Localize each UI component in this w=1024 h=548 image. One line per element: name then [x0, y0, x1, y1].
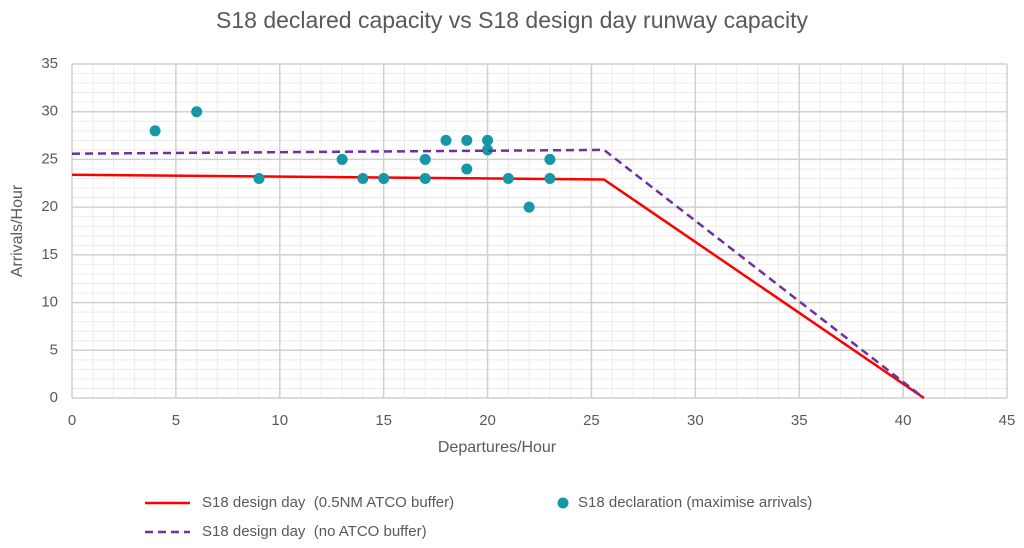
- x-tick-label: 45: [999, 412, 1016, 429]
- scatter-point: [461, 163, 473, 175]
- series-line: [71, 173, 925, 400]
- legend-label: S18 design day (0.5NM ATCO buffer): [202, 494, 454, 511]
- y-tick-label: 0: [50, 389, 58, 406]
- legend-label: S18 design day (no ATCO buffer): [202, 523, 427, 540]
- scatter-point: [378, 173, 390, 185]
- scatter-point: [440, 134, 452, 146]
- scatter-point: [357, 173, 369, 185]
- scatter-point: [544, 153, 556, 165]
- y-tick-label: 20: [41, 198, 58, 215]
- x-tick-label: 40: [895, 412, 912, 429]
- scatter-point: [336, 153, 348, 165]
- y-tick-label: 30: [41, 103, 58, 120]
- x-tick-label: 25: [583, 412, 600, 429]
- x-tick-label: 15: [375, 412, 392, 429]
- y-tick-label: 5: [50, 341, 58, 358]
- scatter-point: [419, 173, 431, 185]
- scatter-point: [502, 173, 514, 185]
- x-axis-label: Departures/Hour: [438, 439, 557, 456]
- scatter-point: [482, 144, 494, 156]
- y-axis-label: Arrivals/Hour: [9, 184, 26, 277]
- x-tick-label: 20: [479, 412, 496, 429]
- chart-title: S18 declared capacity vs S18 design day …: [216, 7, 808, 33]
- scatter-point: [461, 134, 473, 146]
- scatter-point: [191, 106, 203, 118]
- y-tick-label: 35: [41, 55, 58, 72]
- y-tick-label: 15: [41, 246, 58, 263]
- y-tick-label: 25: [41, 150, 58, 167]
- scatter-point: [523, 201, 535, 213]
- scatter-point: [253, 173, 265, 185]
- x-tick-label: 30: [687, 412, 704, 429]
- y-tick-label: 10: [41, 294, 58, 311]
- legend-label: S18 declaration (maximise arrivals): [578, 494, 812, 511]
- scatter-point: [544, 173, 556, 185]
- scatter-point: [149, 125, 161, 137]
- legend-marker: [557, 497, 569, 509]
- x-tick-label: 35: [791, 412, 808, 429]
- x-tick-label: 0: [68, 412, 76, 429]
- scatter-point: [482, 134, 494, 146]
- scatter-point: [419, 153, 431, 165]
- x-tick-label: 10: [271, 412, 288, 429]
- x-tick-label: 5: [172, 412, 180, 429]
